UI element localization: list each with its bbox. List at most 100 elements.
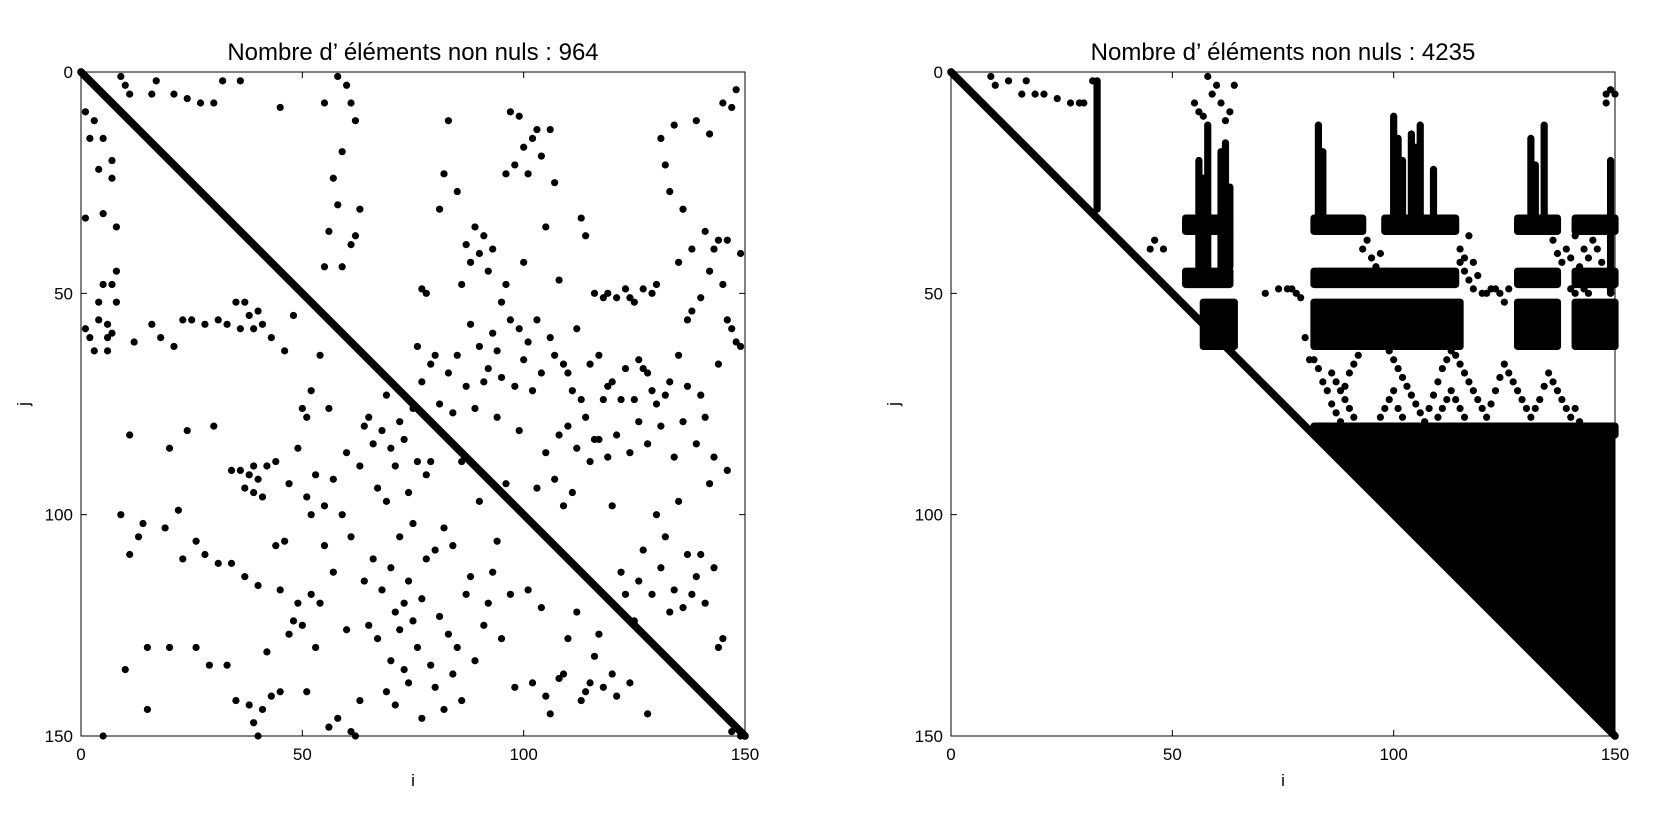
nonzero-marker <box>373 484 382 492</box>
dense-block <box>1310 298 1464 351</box>
nonzero-marker <box>559 360 568 368</box>
nonzero-marker <box>1345 369 1353 377</box>
nonzero-marker <box>621 285 630 293</box>
nonzero-marker <box>568 488 576 497</box>
nonzero-marker <box>582 413 590 421</box>
nonzero-marker <box>241 484 249 492</box>
nonzero-marker <box>320 263 329 271</box>
nonzero-marker <box>90 117 98 125</box>
nonzero-marker <box>99 134 107 142</box>
nonzero-marker <box>480 621 488 629</box>
nonzero-marker <box>1359 342 1367 351</box>
nonzero-marker <box>1465 378 1473 386</box>
nonzero-marker <box>103 347 112 355</box>
nonzero-marker <box>590 652 599 660</box>
nonzero-marker <box>1381 404 1389 413</box>
dense-block <box>1571 298 1619 351</box>
nonzero-marker <box>1341 395 1349 404</box>
nonzero-marker <box>551 179 559 187</box>
nonzero-marker <box>506 590 514 598</box>
nonzero-marker <box>511 683 519 691</box>
nonzero-marker <box>675 351 683 359</box>
nonzero-marker <box>1496 289 1504 297</box>
nonzero-marker <box>1332 378 1340 386</box>
nonzero-marker <box>1319 378 1327 386</box>
nonzero-marker <box>559 502 568 510</box>
nonzero-marker <box>320 542 329 550</box>
nonzero-marker <box>404 577 413 585</box>
nonzero-marker <box>276 103 284 112</box>
nonzero-marker <box>590 289 599 297</box>
nonzero-marker <box>621 590 630 598</box>
nonzero-marker <box>126 550 134 559</box>
nonzero-marker <box>586 679 594 687</box>
nonzero-marker <box>705 267 714 275</box>
nonzero-marker <box>1204 72 1212 81</box>
nonzero-marker <box>462 382 470 390</box>
nonzero-marker <box>1341 382 1349 390</box>
nonzero-marker <box>1505 369 1513 377</box>
nonzero-marker <box>471 657 479 665</box>
nonzero-marker <box>1080 99 1088 107</box>
nonzero-marker <box>267 692 275 700</box>
nonzero-marker <box>179 555 187 563</box>
nonzero-marker <box>493 537 501 545</box>
nonzero-marker <box>360 422 368 430</box>
nonzero-marker <box>254 307 262 315</box>
nonzero-marker <box>577 395 585 404</box>
nonzero-marker <box>573 444 581 452</box>
nonzero-marker <box>728 103 736 112</box>
nonzero-marker <box>657 134 665 142</box>
nonzero-marker <box>489 245 497 253</box>
nonzero-marker <box>1159 245 1168 253</box>
nonzero-marker <box>329 568 337 576</box>
nonzero-marker <box>1469 387 1477 395</box>
nonzero-marker <box>542 692 550 700</box>
nonzero-marker <box>245 471 253 479</box>
nonzero-marker <box>1500 298 1508 306</box>
nonzero-marker <box>148 320 156 328</box>
nonzero-marker <box>639 546 647 554</box>
nonzero-marker <box>236 325 244 333</box>
nonzero-marker <box>1469 258 1477 266</box>
nonzero-marker <box>139 519 147 528</box>
nonzero-marker <box>1474 395 1482 404</box>
nonzero-marker <box>1398 373 1407 382</box>
nonzero-marker <box>1483 413 1491 421</box>
nonzero-marker <box>555 431 563 439</box>
dense-column <box>1606 156 1615 297</box>
nonzero-marker <box>351 117 360 125</box>
nonzero-marker <box>679 205 687 213</box>
nonzero-marker <box>418 714 426 722</box>
nonzero-marker <box>599 395 607 404</box>
nonzero-marker <box>1505 285 1513 293</box>
nonzero-marker <box>692 440 700 448</box>
nonzero-marker <box>81 325 90 333</box>
nonzero-marker <box>1452 395 1460 404</box>
nonzero-marker <box>373 635 382 643</box>
nonzero-marker <box>307 590 315 598</box>
nonzero-marker <box>683 550 692 559</box>
nonzero-marker <box>1363 236 1371 244</box>
nonzero-marker <box>396 533 404 541</box>
nonzero-marker <box>626 294 634 302</box>
nonzero-marker <box>179 316 187 324</box>
nonzero-marker <box>644 440 652 448</box>
nonzero-marker <box>648 590 656 598</box>
nonzero-marker <box>714 643 723 652</box>
nonzero-marker <box>453 187 461 196</box>
nonzero-marker <box>241 573 249 581</box>
nonzero-marker <box>404 679 413 687</box>
nonzero-marker <box>86 334 94 342</box>
nonzero-marker <box>1514 387 1522 395</box>
nonzero-marker <box>276 688 284 696</box>
nonzero-marker <box>391 701 399 709</box>
nonzero-marker <box>165 444 174 452</box>
nonzero-marker <box>1460 254 1469 262</box>
nonzero-marker <box>679 604 687 612</box>
nonzero-marker <box>1350 413 1358 421</box>
nonzero-marker <box>1381 267 1389 275</box>
nonzero-marker <box>161 524 169 532</box>
nonzero-marker <box>254 475 262 483</box>
nonzero-marker <box>688 307 696 315</box>
